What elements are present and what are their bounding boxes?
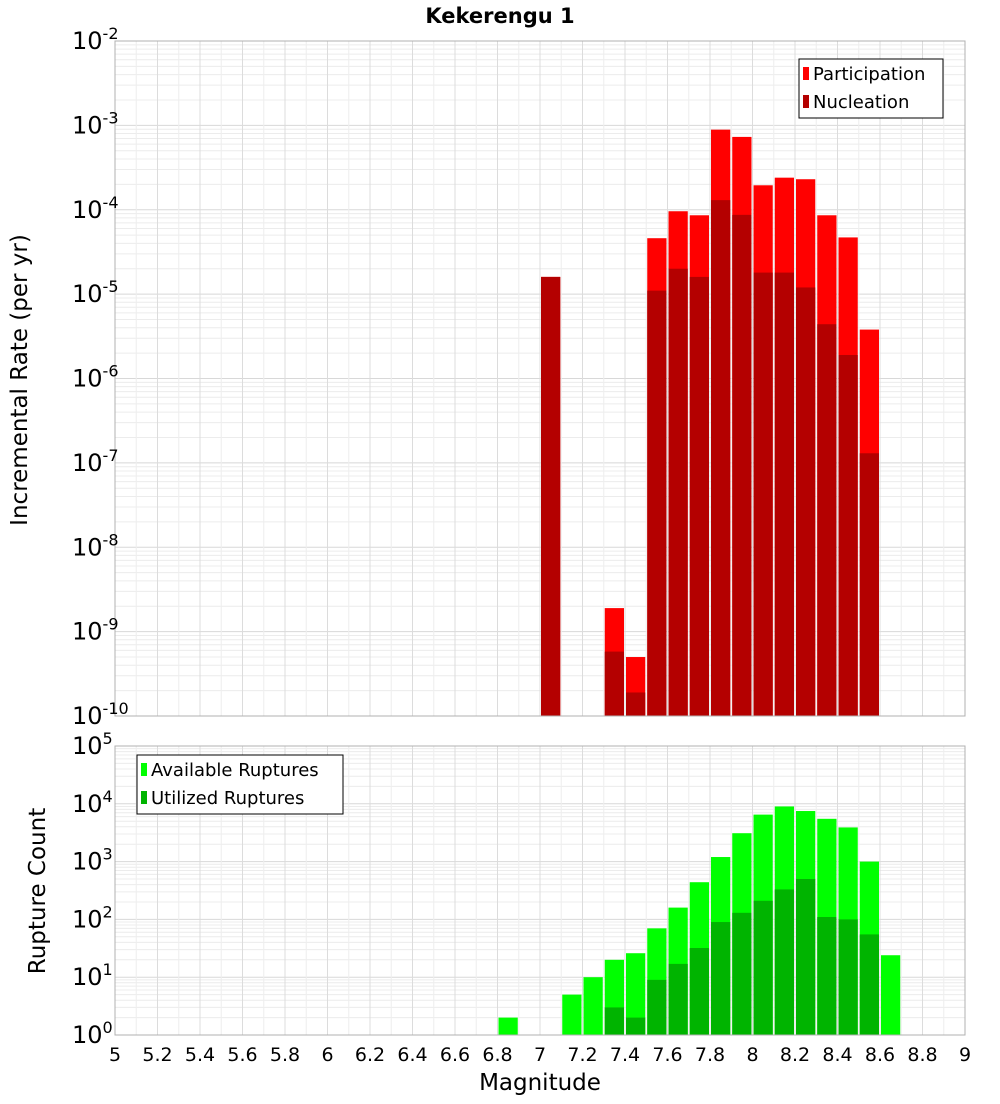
- bottom-legend-label: Available Ruptures: [151, 760, 319, 781]
- bottom-bar-utilized-ruptures: [626, 1017, 646, 1035]
- top-bar-nucleation: [604, 651, 624, 716]
- bottom-legend-label: Utilized Ruptures: [151, 788, 304, 809]
- top-legend-swatch: [803, 67, 809, 80]
- top-bar-nucleation: [838, 354, 858, 716]
- chart-title: Kekerengu 1: [425, 4, 574, 28]
- bottom-bar-utilized-ruptures: [647, 979, 667, 1035]
- top-y-tick-label: 10-10: [72, 699, 129, 730]
- bottom-y-tick-label: 100: [72, 1018, 113, 1049]
- top-y-tick-label: 10-9: [72, 615, 119, 646]
- bottom-bar-available-ruptures: [626, 953, 646, 1035]
- top-y-axis-label: Incremental Rate (per yr): [7, 234, 33, 526]
- bottom-legend: Available Ruptures Utilized Ruptures: [136, 754, 344, 815]
- top-bar-nucleation: [753, 272, 773, 716]
- x-tick-label: 5: [109, 1044, 121, 1066]
- x-tick-label: 7.4: [610, 1044, 640, 1066]
- top-bar-nucleation: [732, 214, 752, 716]
- top-bar-nucleation: [647, 290, 667, 716]
- top-plot-border: [114, 40, 966, 717]
- x-tick-label: 8.6: [865, 1044, 895, 1066]
- top-plot-panel: 10-10 10-9 10-8 10-7 10-6 10-5 10-4 10-3 10-2 Par…: [72, 24, 966, 730]
- bottom-legend-swatch: [141, 791, 147, 804]
- top-bar-nucleation: [626, 692, 646, 716]
- x-tick-label: 5.4: [185, 1044, 215, 1066]
- top-legend: Participation Nucleation: [798, 58, 944, 119]
- top-bar-nucleation: [668, 268, 688, 716]
- top-bar-nucleation: [796, 287, 816, 716]
- bottom-bar-utilized-ruptures: [838, 919, 858, 1035]
- bottom-bar-utilized-ruptures: [689, 948, 709, 1035]
- top-bar-nucleation: [859, 453, 879, 716]
- top-y-tick-label: 10-2: [72, 24, 119, 55]
- top-bar-nucleation: [541, 276, 561, 716]
- x-tick-label: 7: [534, 1044, 546, 1066]
- x-tick-label: 5.2: [142, 1044, 172, 1066]
- top-legend-swatch: [803, 95, 809, 108]
- bottom-legend-box: [136, 754, 344, 815]
- top-y-tick-label: 10-8: [72, 530, 119, 561]
- bottom-bar-available-ruptures: [498, 1017, 518, 1035]
- x-tick-label: 5.6: [227, 1044, 257, 1066]
- x-tick-label: 6.4: [397, 1044, 427, 1066]
- bottom-y-tick-label: 102: [72, 902, 113, 933]
- top-y-tick-label: 10-7: [72, 446, 119, 477]
- bottom-legend-swatch: [141, 763, 147, 776]
- x-tick-label: 8.4: [822, 1044, 852, 1066]
- x-tick-label: 8: [746, 1044, 758, 1066]
- bottom-bar-available-ruptures: [583, 977, 603, 1035]
- x-tick-label: 5.8: [270, 1044, 300, 1066]
- bottom-bar-utilized-ruptures: [796, 878, 816, 1035]
- x-tick-label: 7.2: [567, 1044, 597, 1066]
- bottom-bar-utilized-ruptures: [604, 1007, 624, 1035]
- top-y-tick-label: 10-3: [72, 108, 119, 139]
- top-bar-nucleation: [711, 200, 731, 716]
- top-bar-nucleation: [774, 272, 794, 716]
- x-tick-label: 9: [959, 1044, 971, 1066]
- top-y-tick-label: 10-5: [72, 277, 119, 308]
- bottom-bar-utilized-ruptures: [753, 900, 773, 1035]
- bottom-bar-utilized-ruptures: [732, 912, 752, 1035]
- bottom-y-tick-label: 105: [72, 729, 113, 760]
- bottom-bar-utilized-ruptures: [711, 922, 731, 1035]
- bottom-bar-utilized-ruptures: [817, 917, 837, 1035]
- top-legend-label: Participation: [813, 64, 925, 85]
- top-y-tick-label: 10-6: [72, 362, 119, 393]
- top-bar-nucleation: [689, 276, 709, 716]
- x-axis-label: Magnitude: [479, 1070, 601, 1096]
- x-tick-label: 7.6: [652, 1044, 682, 1066]
- bottom-bar-utilized-ruptures: [774, 889, 794, 1035]
- bottom-y-axis-label: Rupture Count: [25, 808, 51, 974]
- bottom-y-tick-label: 103: [72, 845, 113, 876]
- bottom-plot-border: [114, 745, 966, 1036]
- top-legend-label: Nucleation: [813, 92, 909, 113]
- bottom-y-tick-label: 104: [72, 787, 113, 818]
- top-y-tick-label: 10-4: [72, 193, 119, 224]
- x-tick-label: 6.6: [440, 1044, 470, 1066]
- bottom-bar-available-ruptures: [562, 994, 582, 1035]
- top-legend-box: [798, 58, 944, 119]
- x-tick-label: 6.8: [482, 1044, 512, 1066]
- x-tick-label: 6: [321, 1044, 333, 1066]
- x-tick-label: 8.2: [780, 1044, 810, 1066]
- bottom-bar-available-ruptures: [881, 955, 901, 1035]
- x-tick-label: 6.2: [355, 1044, 385, 1066]
- bottom-plot-panel: 100 101 102 103 104 105 Available Ruptures Util…: [72, 729, 966, 1049]
- top-bar-nucleation: [817, 324, 837, 716]
- x-tick-label: 7.8: [695, 1044, 725, 1066]
- x-tick-label: 8.8: [907, 1044, 937, 1066]
- bottom-bar-utilized-ruptures: [668, 963, 688, 1035]
- bottom-bar-utilized-ruptures: [859, 934, 879, 1035]
- bottom-y-tick-label: 101: [72, 960, 113, 991]
